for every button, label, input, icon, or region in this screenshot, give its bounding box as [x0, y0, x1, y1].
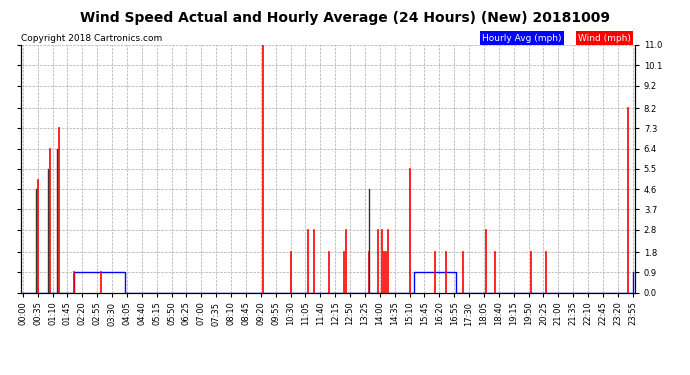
Text: Hourly Avg (mph): Hourly Avg (mph): [482, 33, 562, 42]
Text: Wind (mph): Wind (mph): [578, 33, 631, 42]
Text: Copyright 2018 Cartronics.com: Copyright 2018 Cartronics.com: [21, 33, 162, 42]
Text: Wind Speed Actual and Hourly Average (24 Hours) (New) 20181009: Wind Speed Actual and Hourly Average (24…: [80, 11, 610, 25]
